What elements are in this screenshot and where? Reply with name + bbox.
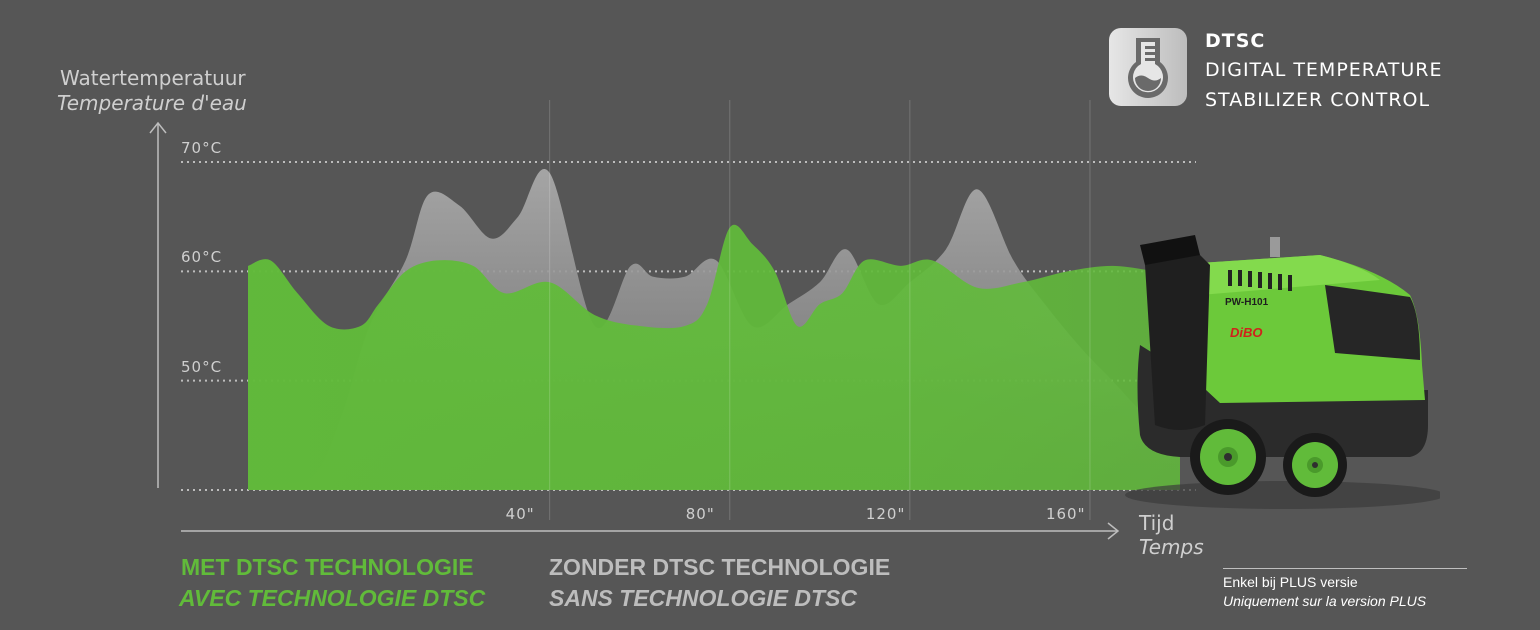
y-tick-label: 70°C xyxy=(181,139,223,157)
legend-without-fr: SANS TECHNOLOGIE DTSC xyxy=(549,585,857,611)
plus-version-note-nl: Enkel bij PLUS versie xyxy=(1223,574,1358,590)
brand-name: DTSC xyxy=(1205,30,1266,52)
vertical-grid xyxy=(549,100,1091,520)
front-wheel xyxy=(1190,419,1266,495)
y-axis-arrow xyxy=(149,121,167,134)
x-axis-title-nl: Tijd xyxy=(1139,511,1175,535)
x-tick-label: 80" xyxy=(685,505,715,523)
x-axis-arrow xyxy=(1107,522,1120,540)
machine-brand-label: DiBO xyxy=(1230,325,1263,340)
x-tick-label: 120" xyxy=(865,505,906,523)
brand-line-1: DIGITAL TEMPERATURE xyxy=(1205,59,1443,81)
legend-without-nl: ZONDER DTSC TECHNOLOGIE xyxy=(549,554,891,580)
y-tick-label: 60°C xyxy=(181,248,223,267)
brand-line-2: STABILIZER CONTROL xyxy=(1205,89,1431,111)
note-divider xyxy=(1223,568,1467,569)
x-axis-title-fr: Temps xyxy=(1139,535,1204,559)
series-area-with-dtsc xyxy=(248,224,1180,491)
pressure-washer-image: PW-H101 DiBO xyxy=(1110,225,1445,515)
y-axis-title-nl: Watertemperatuur xyxy=(60,66,246,90)
series xyxy=(248,169,1180,491)
rear-wheel xyxy=(1283,433,1347,497)
y-axis-title-fr: Temperature d'eau xyxy=(57,91,247,115)
legend-with-nl: MET DTSC TECHNOLOGIE xyxy=(181,554,474,580)
plus-version-note-fr: Uniquement sur la version PLUS xyxy=(1223,593,1427,609)
machine-model-label: PW-H101 xyxy=(1225,297,1269,308)
flask-thermometer-icon xyxy=(1109,28,1187,106)
axes xyxy=(149,121,1120,540)
legend-with-fr: AVEC TECHNOLOGIE DTSC xyxy=(179,585,486,611)
x-tick-label: 160" xyxy=(1045,505,1086,523)
y-tick-label: 50°C xyxy=(181,357,223,376)
x-tick-label: 40" xyxy=(505,505,535,523)
